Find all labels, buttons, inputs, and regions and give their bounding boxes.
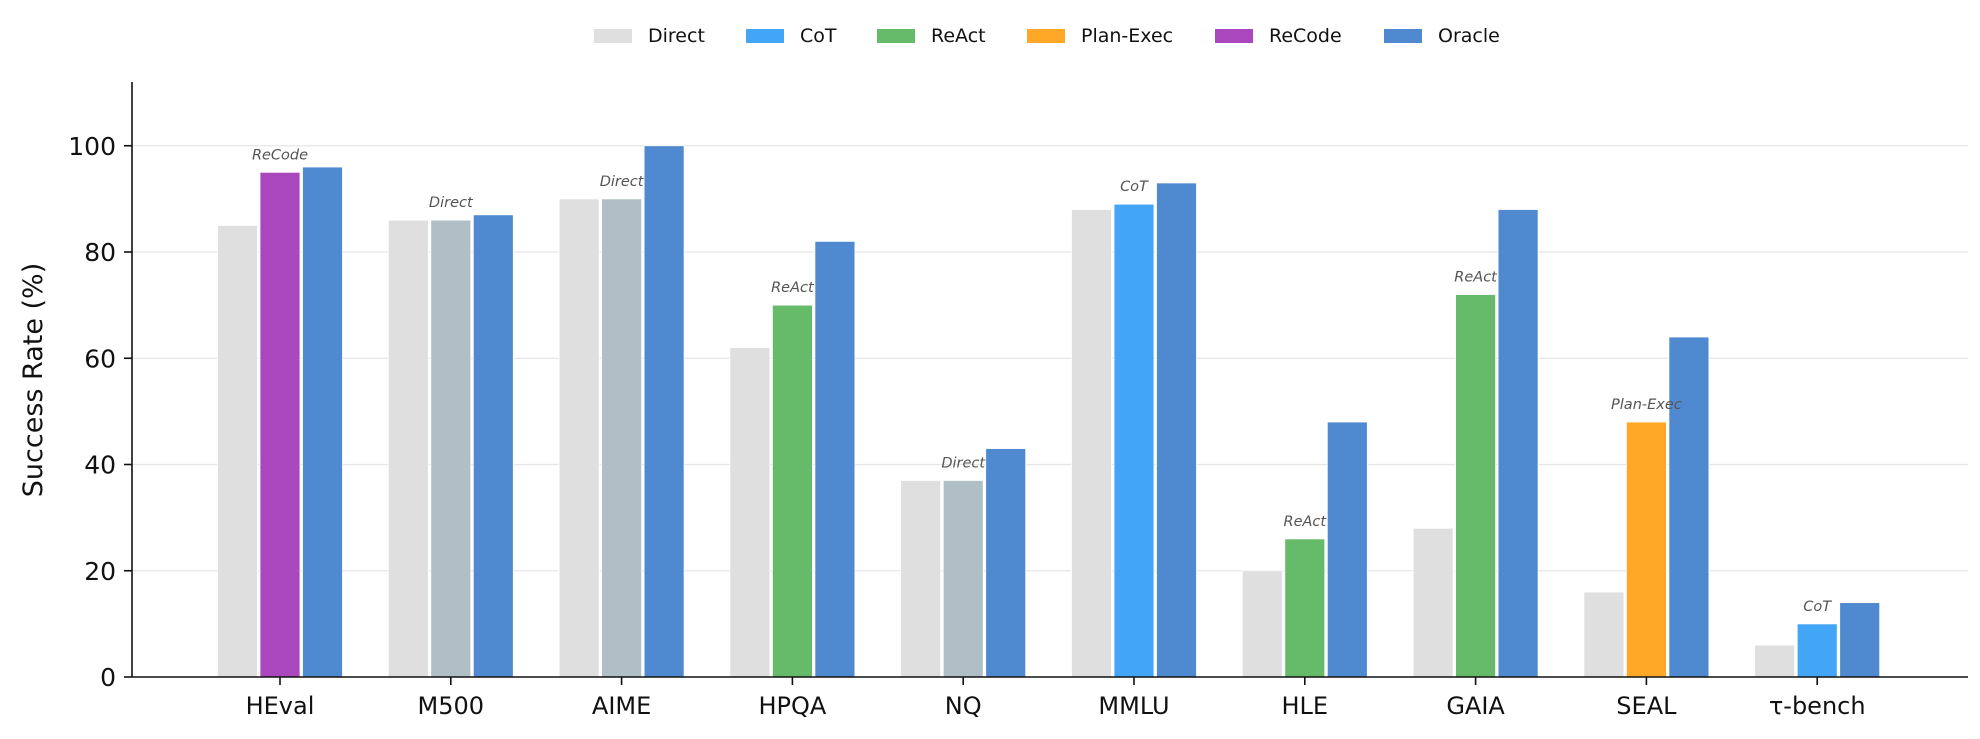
x-tick-label: M500 <box>418 692 485 720</box>
legend-swatch <box>877 29 915 43</box>
legend-label: ReCode <box>1269 25 1342 47</box>
y-tick-label: 0 <box>100 663 116 692</box>
best-method-annotation: CoT <box>1120 179 1149 195</box>
x-tick-label: MMLU <box>1098 692 1169 720</box>
bar-oracle <box>472 214 514 678</box>
bar-oracle <box>1497 209 1539 678</box>
bar-direct <box>1071 209 1112 678</box>
y-tick-label: 60 <box>84 344 116 373</box>
legend: Direct CoT ReAct Plan-Exec ReCode Oracle <box>594 25 1500 47</box>
bar-oracle <box>643 145 685 678</box>
y-tick-label: 40 <box>84 451 116 480</box>
bar-oracle <box>1839 602 1881 678</box>
bar-oracle <box>1326 421 1368 678</box>
legend-swatch <box>1027 29 1065 43</box>
bar-oracle <box>814 240 856 678</box>
best-method-annotation: ReAct <box>1284 514 1328 530</box>
x-tick-label: NQ <box>945 692 982 720</box>
bar-oracle <box>302 166 343 678</box>
legend-swatch <box>746 29 784 43</box>
x-tick-label: HLE <box>1282 692 1329 720</box>
x-tick-label: SEAL <box>1616 692 1677 720</box>
legend-label: Direct <box>648 25 705 47</box>
bar-direct <box>900 480 942 678</box>
bar-best-cot <box>1113 203 1155 678</box>
bar-direct <box>1412 527 1454 678</box>
legend-label: Oracle <box>1438 25 1500 47</box>
legend-label: Plan-Exec <box>1081 25 1173 47</box>
legend-swatch <box>594 29 632 43</box>
bars <box>217 145 1881 678</box>
bar-annotations: ReCode Direct Direct ReAct Direct CoT ReAct ReA… <box>252 147 1832 615</box>
bar-best-direct <box>430 219 472 678</box>
bar-direct <box>729 347 771 678</box>
x-tick-label: HEval <box>246 692 315 720</box>
best-method-annotation: Plan-Exec <box>1611 397 1682 413</box>
legend-swatch <box>1384 29 1422 43</box>
bar-best-recode <box>259 171 301 678</box>
bar-direct <box>558 198 600 678</box>
best-method-annotation: ReAct <box>771 280 815 296</box>
bar-best-direct <box>942 480 984 678</box>
legend-swatch <box>1215 29 1253 43</box>
bar-best-plan-exec <box>1626 421 1667 678</box>
best-method-annotation: Direct <box>429 195 474 211</box>
y-tick-label: 20 <box>84 557 116 586</box>
x-tick-label: GAIA <box>1446 692 1505 720</box>
bar-direct <box>217 225 258 678</box>
best-method-annotation: Direct <box>600 174 645 190</box>
bar-oracle <box>1156 182 1197 678</box>
legend-label: ReAct <box>931 25 986 47</box>
best-method-annotation: Direct <box>941 455 986 471</box>
axes: 0 20 40 60 80 100 HEval M500 AIME HPQA NQ MMLU HLE GA… <box>68 82 1968 720</box>
best-method-annotation: CoT <box>1803 599 1832 615</box>
bar-oracle <box>985 448 1027 678</box>
bar-direct <box>1583 591 1625 678</box>
bar-oracle <box>1668 336 1710 678</box>
bar-direct <box>1241 570 1283 678</box>
bar-best-react <box>772 304 813 678</box>
best-method-annotation: ReAct <box>1454 270 1498 286</box>
x-tick-label: τ-bench <box>1769 692 1866 720</box>
bar-best-react <box>1455 294 1496 678</box>
y-axis-title: Success Rate (%) <box>18 263 49 497</box>
legend-label: CoT <box>800 25 837 47</box>
y-tick-label: 80 <box>84 238 116 267</box>
best-method-annotation: ReCode <box>252 147 308 163</box>
x-tick-label: AIME <box>592 692 651 720</box>
bar-direct <box>387 219 429 678</box>
bar-best-react <box>1284 538 1326 678</box>
y-tick-label: 100 <box>68 132 116 161</box>
bar-direct <box>1754 644 1796 678</box>
x-tick-label: HPQA <box>758 692 826 720</box>
bar-best-direct <box>601 198 642 678</box>
bar-best-cot <box>1796 623 1838 678</box>
